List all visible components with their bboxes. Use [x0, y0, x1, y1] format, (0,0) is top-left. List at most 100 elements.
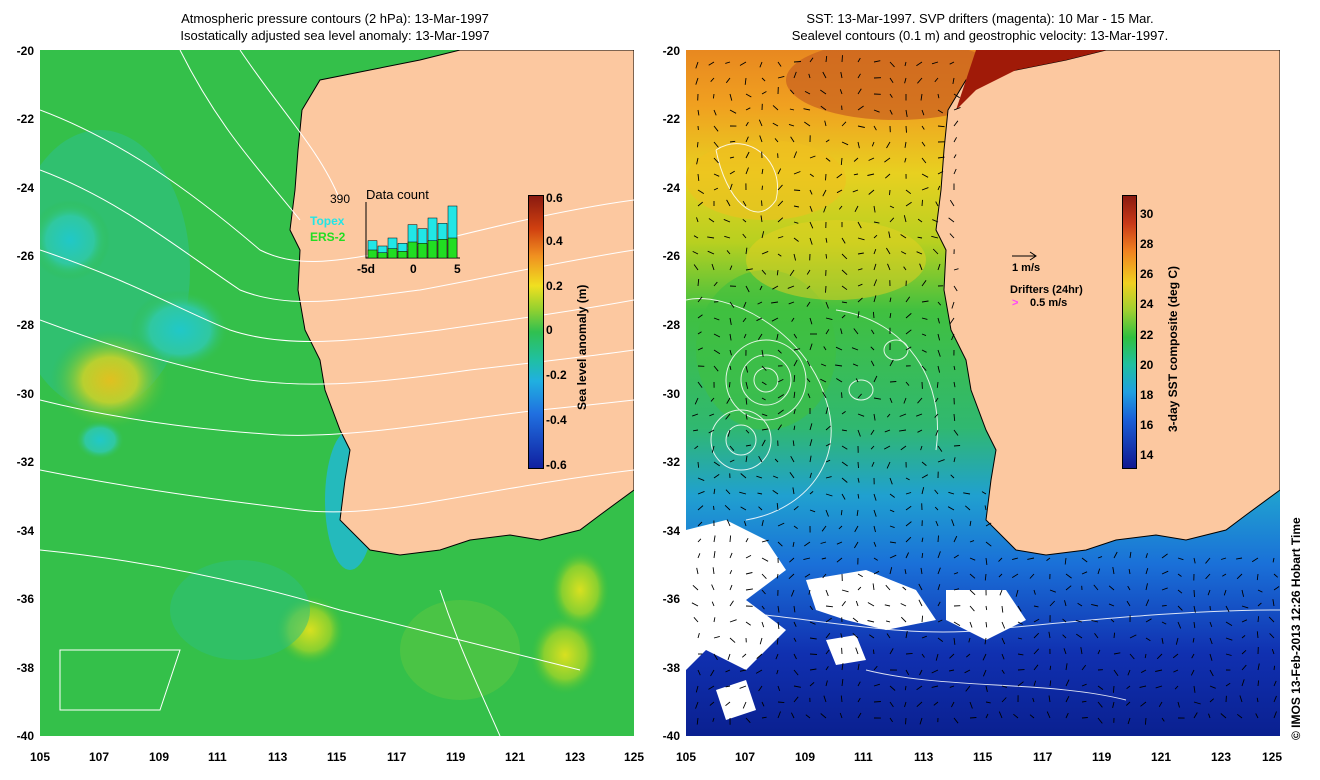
velocity-arrow [1193, 685, 1196, 693]
velocity-arrow [777, 701, 785, 704]
velocity-arrow [836, 378, 843, 383]
velocity-arrow [708, 61, 715, 66]
velocity-arrow [1257, 602, 1262, 607]
velocity-arrow [1065, 679, 1070, 687]
velocity-arrow [713, 617, 716, 623]
left-cbar-tick: 0.4 [546, 234, 563, 248]
velocity-arrow [729, 600, 734, 607]
velocity-arrow [825, 649, 830, 655]
velocity-arrow [1049, 665, 1052, 671]
velocity-arrow [852, 363, 859, 367]
left-colorbar-gradient [528, 195, 544, 469]
velocity-arrow [1032, 697, 1035, 703]
velocity-arrow [889, 567, 893, 575]
velocity-arrow [825, 329, 830, 335]
velocity-arrow [758, 455, 763, 463]
velocity-arrow [809, 423, 813, 431]
velocity-arrow [729, 459, 735, 463]
velocity-arrow [1251, 557, 1259, 563]
velocity-arrow [905, 652, 913, 655]
velocity-arrow [905, 125, 907, 133]
velocity-arrow [776, 573, 779, 579]
velocity-arrow [852, 617, 859, 623]
right-ytick: -38 [662, 661, 680, 675]
velocity-arrow [790, 136, 795, 143]
velocity-arrow [953, 621, 961, 626]
velocity-arrow [1177, 605, 1183, 611]
velocity-arrow [708, 429, 715, 434]
velocity-arrow [1046, 557, 1051, 561]
velocity-arrow [1177, 701, 1180, 708]
velocity-arrow [713, 157, 719, 164]
velocity-arrow [953, 154, 957, 159]
velocity-arrow [761, 168, 764, 175]
velocity-arrow [694, 397, 699, 405]
velocity-arrow [1193, 557, 1196, 564]
velocity-arrow [823, 346, 827, 351]
velocity-arrow [771, 301, 779, 304]
velocity-arrow [1094, 633, 1099, 639]
velocity-arrow [984, 637, 987, 645]
velocity-arrow [820, 89, 827, 95]
left-map[interactable] [40, 50, 634, 736]
velocity-arrow [904, 61, 907, 67]
velocity-arrow [1081, 557, 1088, 563]
velocity-arrow [1256, 631, 1259, 639]
velocity-arrow [743, 521, 747, 527]
right-xtick: 123 [1211, 750, 1232, 764]
velocity-arrow [857, 125, 865, 128]
velocity-arrow [841, 493, 846, 500]
velocity-arrow [729, 301, 735, 308]
right-ytick: -28 [662, 318, 680, 332]
inset-bar-ers2 [437, 239, 448, 259]
velocity-arrow [822, 573, 827, 579]
velocity-arrow [823, 205, 827, 213]
velocity-arrow [1177, 589, 1183, 594]
velocity-arrow [792, 541, 795, 547]
velocity-arrow [917, 77, 923, 84]
velocity-arrow [857, 429, 861, 437]
velocity-arrow [921, 552, 924, 559]
velocity-arrow [884, 429, 891, 433]
velocity-arrow [713, 317, 720, 321]
velocity-arrow [777, 522, 785, 527]
velocity-arrow [905, 521, 912, 527]
velocity-arrow [793, 205, 799, 208]
velocity-arrow [710, 669, 715, 677]
velocity-arrow [808, 73, 811, 79]
velocity-arrow [761, 716, 767, 719]
velocity-arrow [921, 300, 929, 303]
velocity-arrow [873, 570, 880, 575]
velocity-arrow [985, 685, 988, 693]
left-cbar-tick: -0.4 [546, 413, 567, 427]
velocity-arrow [937, 333, 941, 341]
velocity-arrow [857, 141, 860, 149]
velocity-arrow [985, 701, 991, 704]
velocity-arrow [793, 151, 798, 159]
velocity-arrow [1110, 618, 1115, 623]
velocity-arrow [868, 189, 875, 195]
velocity-arrow [793, 189, 801, 191]
velocity-arrow [1080, 647, 1083, 655]
right-ytick: -26 [662, 249, 680, 263]
velocity-arrow [729, 170, 735, 175]
right-map[interactable] [686, 50, 1280, 736]
velocity-arrow [1273, 680, 1277, 687]
velocity-arrow [953, 429, 959, 436]
velocity-arrow [777, 394, 785, 399]
velocity-arrow [857, 252, 864, 255]
left-xtick: 113 [268, 750, 288, 764]
velocity-arrow [743, 301, 747, 308]
velocity-arrow [1241, 605, 1249, 609]
velocity-arrow [1140, 701, 1147, 707]
right-xtick: 125 [1262, 750, 1283, 764]
velocity-arrow [809, 605, 814, 611]
velocity-arrow [805, 714, 811, 719]
velocity-arrow [761, 519, 764, 527]
left-ytick: -26 [16, 249, 34, 263]
velocity-arrow [777, 711, 781, 719]
velocity-arrow [726, 250, 731, 255]
velocity-arrow [953, 106, 961, 111]
velocity-arrow [934, 77, 939, 83]
velocity-arrow [1255, 713, 1259, 719]
